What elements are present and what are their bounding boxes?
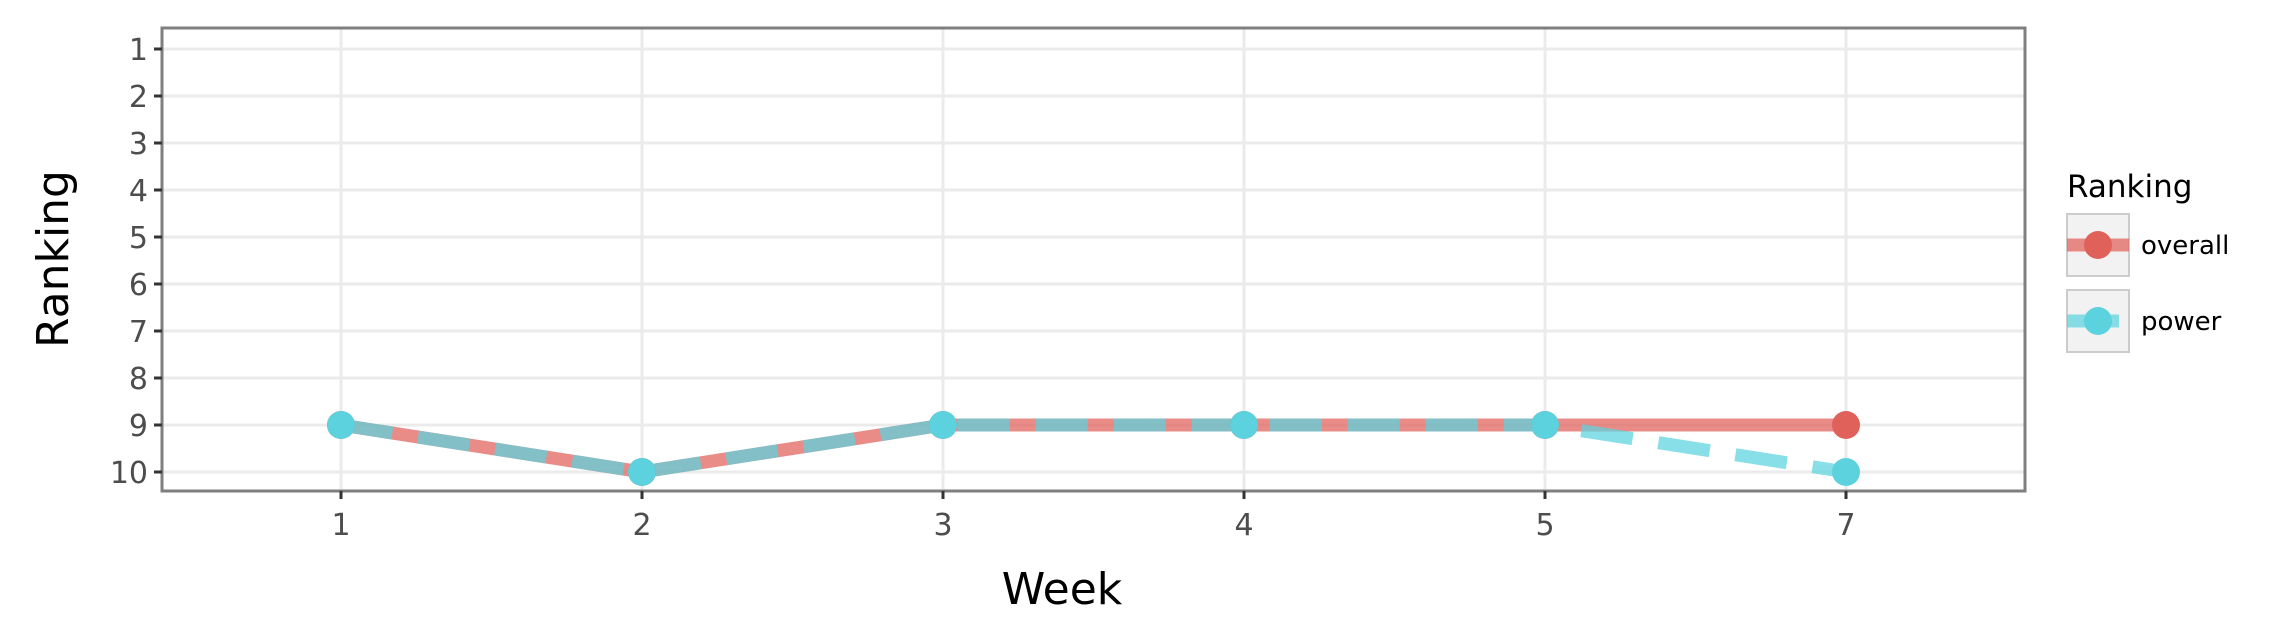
data-point-overall [1832,411,1860,439]
y-tick-label: 1 [129,33,148,68]
y-tick-label: 6 [129,268,148,303]
legend: Ranking overall power [2066,169,2229,353]
data-point-power [929,411,957,439]
x-tick-label: 2 [632,508,651,543]
x-axis-title: Week [1002,564,1123,615]
legend-key-point-overall [2084,231,2112,259]
y-tick-label: 5 [129,221,148,256]
data-point-power [1531,411,1559,439]
plot-border [160,26,2027,493]
y-axis-title: Ranking [28,170,79,348]
x-tick-label: 1 [331,508,350,543]
data-point-power [628,458,656,486]
legend-label-power: power [2141,307,2222,337]
y-tick-label: 8 [129,362,148,397]
y-tick-label: 3 [129,127,148,162]
series-line-power [339,418,1848,479]
x-tick-label: 5 [1535,508,1554,543]
x-tick-label: 3 [933,508,952,543]
legend-key-point-power [2084,307,2112,335]
y-axis: 1 2 3 4 5 6 7 8 9 10 [110,33,162,491]
y-tick-label: 10 [110,456,148,491]
y-tick-label: 9 [129,409,148,444]
x-tick-label: 7 [1836,508,1855,543]
plot-background [162,28,2025,491]
legend-title: Ranking [2067,169,2192,205]
legend-label-overall: overall [2141,231,2229,261]
y-tick-label: 2 [129,80,148,115]
y-tick-label: 7 [129,315,148,350]
data-point-power [327,411,355,439]
y-tick-label: 4 [129,174,148,209]
x-axis: 1 2 3 4 5 7 [331,491,1856,543]
data-point-power [1832,458,1860,486]
x-tick-label: 4 [1234,508,1253,543]
series-layer [327,411,1860,486]
data-point-power [1230,411,1258,439]
